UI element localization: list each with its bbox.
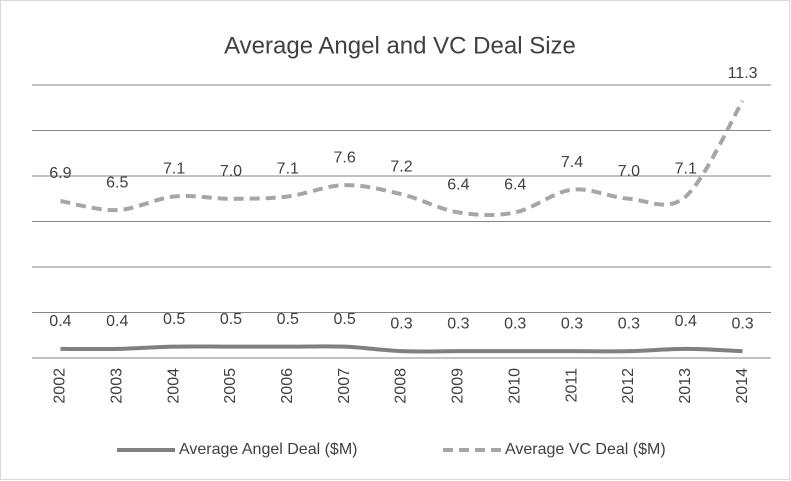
x-tick-label: 2009	[450, 368, 467, 404]
data-label: 7.1	[163, 161, 185, 178]
x-tick-label: 2005	[222, 368, 239, 404]
data-label: 7.2	[390, 158, 412, 175]
data-label: 0.3	[731, 315, 753, 332]
data-label: 0.4	[675, 313, 697, 330]
data-label: 6.4	[504, 177, 526, 194]
data-label: 7.0	[220, 163, 242, 180]
data-label: 0.3	[618, 315, 640, 332]
data-label: 11.3	[728, 65, 758, 82]
x-tick-label: 2008	[393, 368, 410, 404]
x-tick-label: 2004	[165, 368, 182, 404]
data-label: 7.6	[334, 149, 356, 166]
data-label: 7.4	[561, 154, 583, 171]
x-tick-label: 2011	[563, 368, 580, 403]
series-line	[60, 344, 743, 354]
x-tick-label: 2012	[620, 368, 637, 404]
data-label: 0.4	[49, 313, 71, 330]
data-label: 0.5	[277, 311, 299, 328]
chart-title: Average Angel and VC Deal Size	[224, 32, 576, 59]
data-label: 7.1	[277, 161, 299, 178]
data-label: 7.1	[675, 161, 697, 178]
legend-label: Average VC Deal ($M)	[505, 441, 666, 458]
data-label: 0.3	[447, 315, 469, 332]
data-label: 0.5	[163, 311, 185, 328]
x-tick-label: 2006	[279, 368, 296, 404]
x-tick-label: 2013	[677, 368, 694, 404]
data-label: 0.3	[561, 315, 583, 332]
x-tick-label: 2003	[108, 368, 125, 404]
data-label: 6.5	[106, 174, 128, 191]
data-label: 0.5	[220, 311, 242, 328]
x-tick-label: 2010	[506, 368, 523, 404]
x-tick-label: 2007	[336, 368, 353, 404]
data-label: 6.9	[49, 165, 71, 182]
x-tick-label: 2014	[734, 368, 751, 404]
legend-label: Average Angel Deal ($M)	[179, 441, 357, 458]
series-line	[60, 99, 745, 217]
data-label: 0.3	[504, 315, 526, 332]
data-label: 7.0	[618, 163, 640, 180]
data-label: 0.3	[390, 315, 412, 332]
data-label: 6.4	[447, 177, 469, 194]
data-label: 0.4	[106, 313, 128, 330]
x-tick-label: 2002	[52, 368, 69, 404]
data-label: 0.5	[334, 311, 356, 328]
